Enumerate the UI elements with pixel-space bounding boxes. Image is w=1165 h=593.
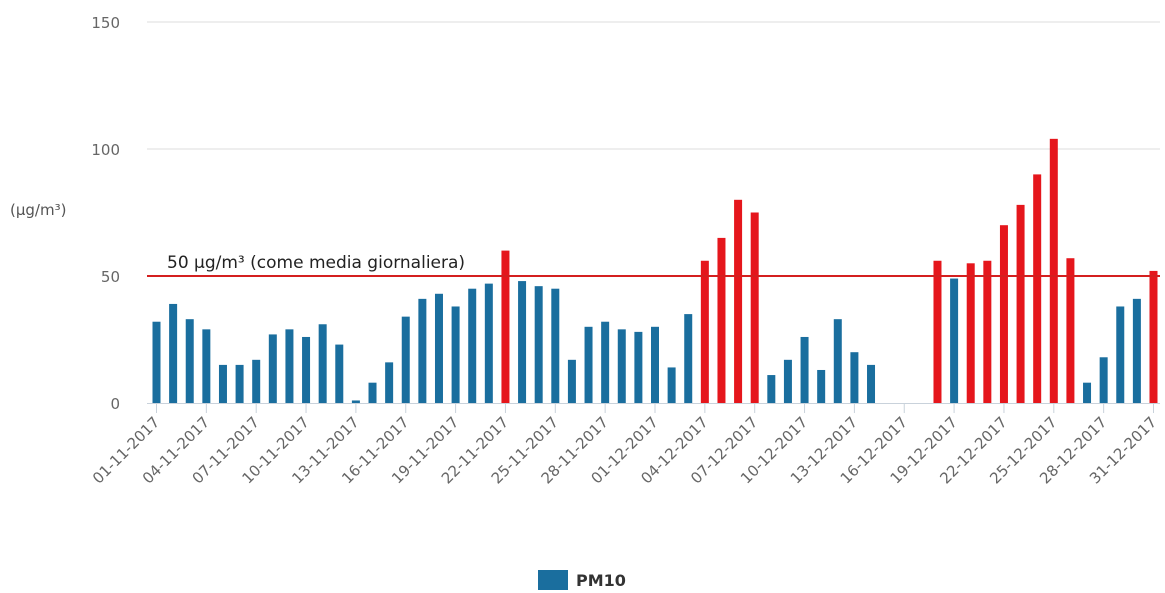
bar[interactable] [501,250,510,403]
bar[interactable] [351,400,360,403]
bar[interactable] [767,375,776,403]
bar[interactable] [302,336,311,403]
bar[interactable] [750,212,759,404]
bar[interactable] [1083,382,1092,403]
bar[interactable] [1016,204,1025,403]
bar[interactable] [418,298,427,403]
bar[interactable] [335,344,344,403]
bar[interactable] [368,382,377,403]
bar[interactable] [850,352,859,403]
grid-lines [147,21,1160,277]
bar[interactable] [717,237,726,403]
bar[interactable] [584,326,593,403]
bar[interactable] [667,367,676,403]
y-tick-label: 50 [101,268,120,286]
reference-line-label: 50 µg/m³ (come media giornaliera) [167,253,465,273]
y-tick-label: 150 [91,14,120,32]
bar[interactable] [252,359,261,403]
x-axis: 01-11-201704-11-201707-11-201710-11-2017… [89,403,1160,487]
bar[interactable] [1066,258,1075,403]
bar[interactable] [983,260,992,403]
bar[interactable] [1033,174,1042,403]
bar[interactable] [185,319,194,403]
bar[interactable] [152,321,161,403]
y-tick-label: 0 [110,395,120,413]
bar[interactable] [169,303,178,403]
bar[interactable] [268,334,277,403]
bar[interactable] [218,364,227,403]
bar[interactable] [933,260,942,403]
bar[interactable] [318,324,327,403]
bar[interactable] [434,293,443,403]
bar[interactable] [833,319,842,403]
bar[interactable] [734,199,743,403]
bar[interactable] [468,288,477,403]
y-axis: 0 50 100 150 [91,14,120,413]
bar[interactable] [285,329,294,403]
bar[interactable] [518,281,527,403]
legend[interactable]: PM10 [538,570,626,590]
bar[interactable] [684,314,693,403]
bar[interactable] [950,278,959,403]
bar[interactable] [999,225,1008,403]
legend-swatch-pm10 [538,570,568,590]
y-tick-label: 100 [91,141,120,159]
bar[interactable] [617,329,626,403]
bar[interactable] [1099,357,1108,403]
bar[interactable] [551,288,560,403]
bar[interactable] [651,326,659,403]
bars [152,138,1158,404]
bar[interactable] [700,260,709,403]
bar[interactable] [1149,270,1158,403]
bar[interactable] [484,283,493,403]
bar[interactable] [634,331,643,403]
bar[interactable] [451,306,460,403]
bar[interactable] [385,362,394,403]
bar[interactable] [202,329,211,403]
bar[interactable] [817,369,826,403]
bar[interactable] [567,359,576,403]
bar[interactable] [800,336,809,403]
bar[interactable] [235,364,244,403]
bar[interactable] [783,359,792,403]
bar[interactable] [1049,138,1058,403]
y-axis-label: (µg/m³) [10,201,66,219]
bar[interactable] [534,286,543,403]
bar[interactable] [867,364,876,403]
legend-label-pm10: PM10 [576,571,626,590]
bar[interactable] [1132,298,1141,403]
bar[interactable] [401,316,410,403]
bar[interactable] [1116,306,1125,403]
bar[interactable] [966,263,975,403]
bar[interactable] [601,321,610,403]
